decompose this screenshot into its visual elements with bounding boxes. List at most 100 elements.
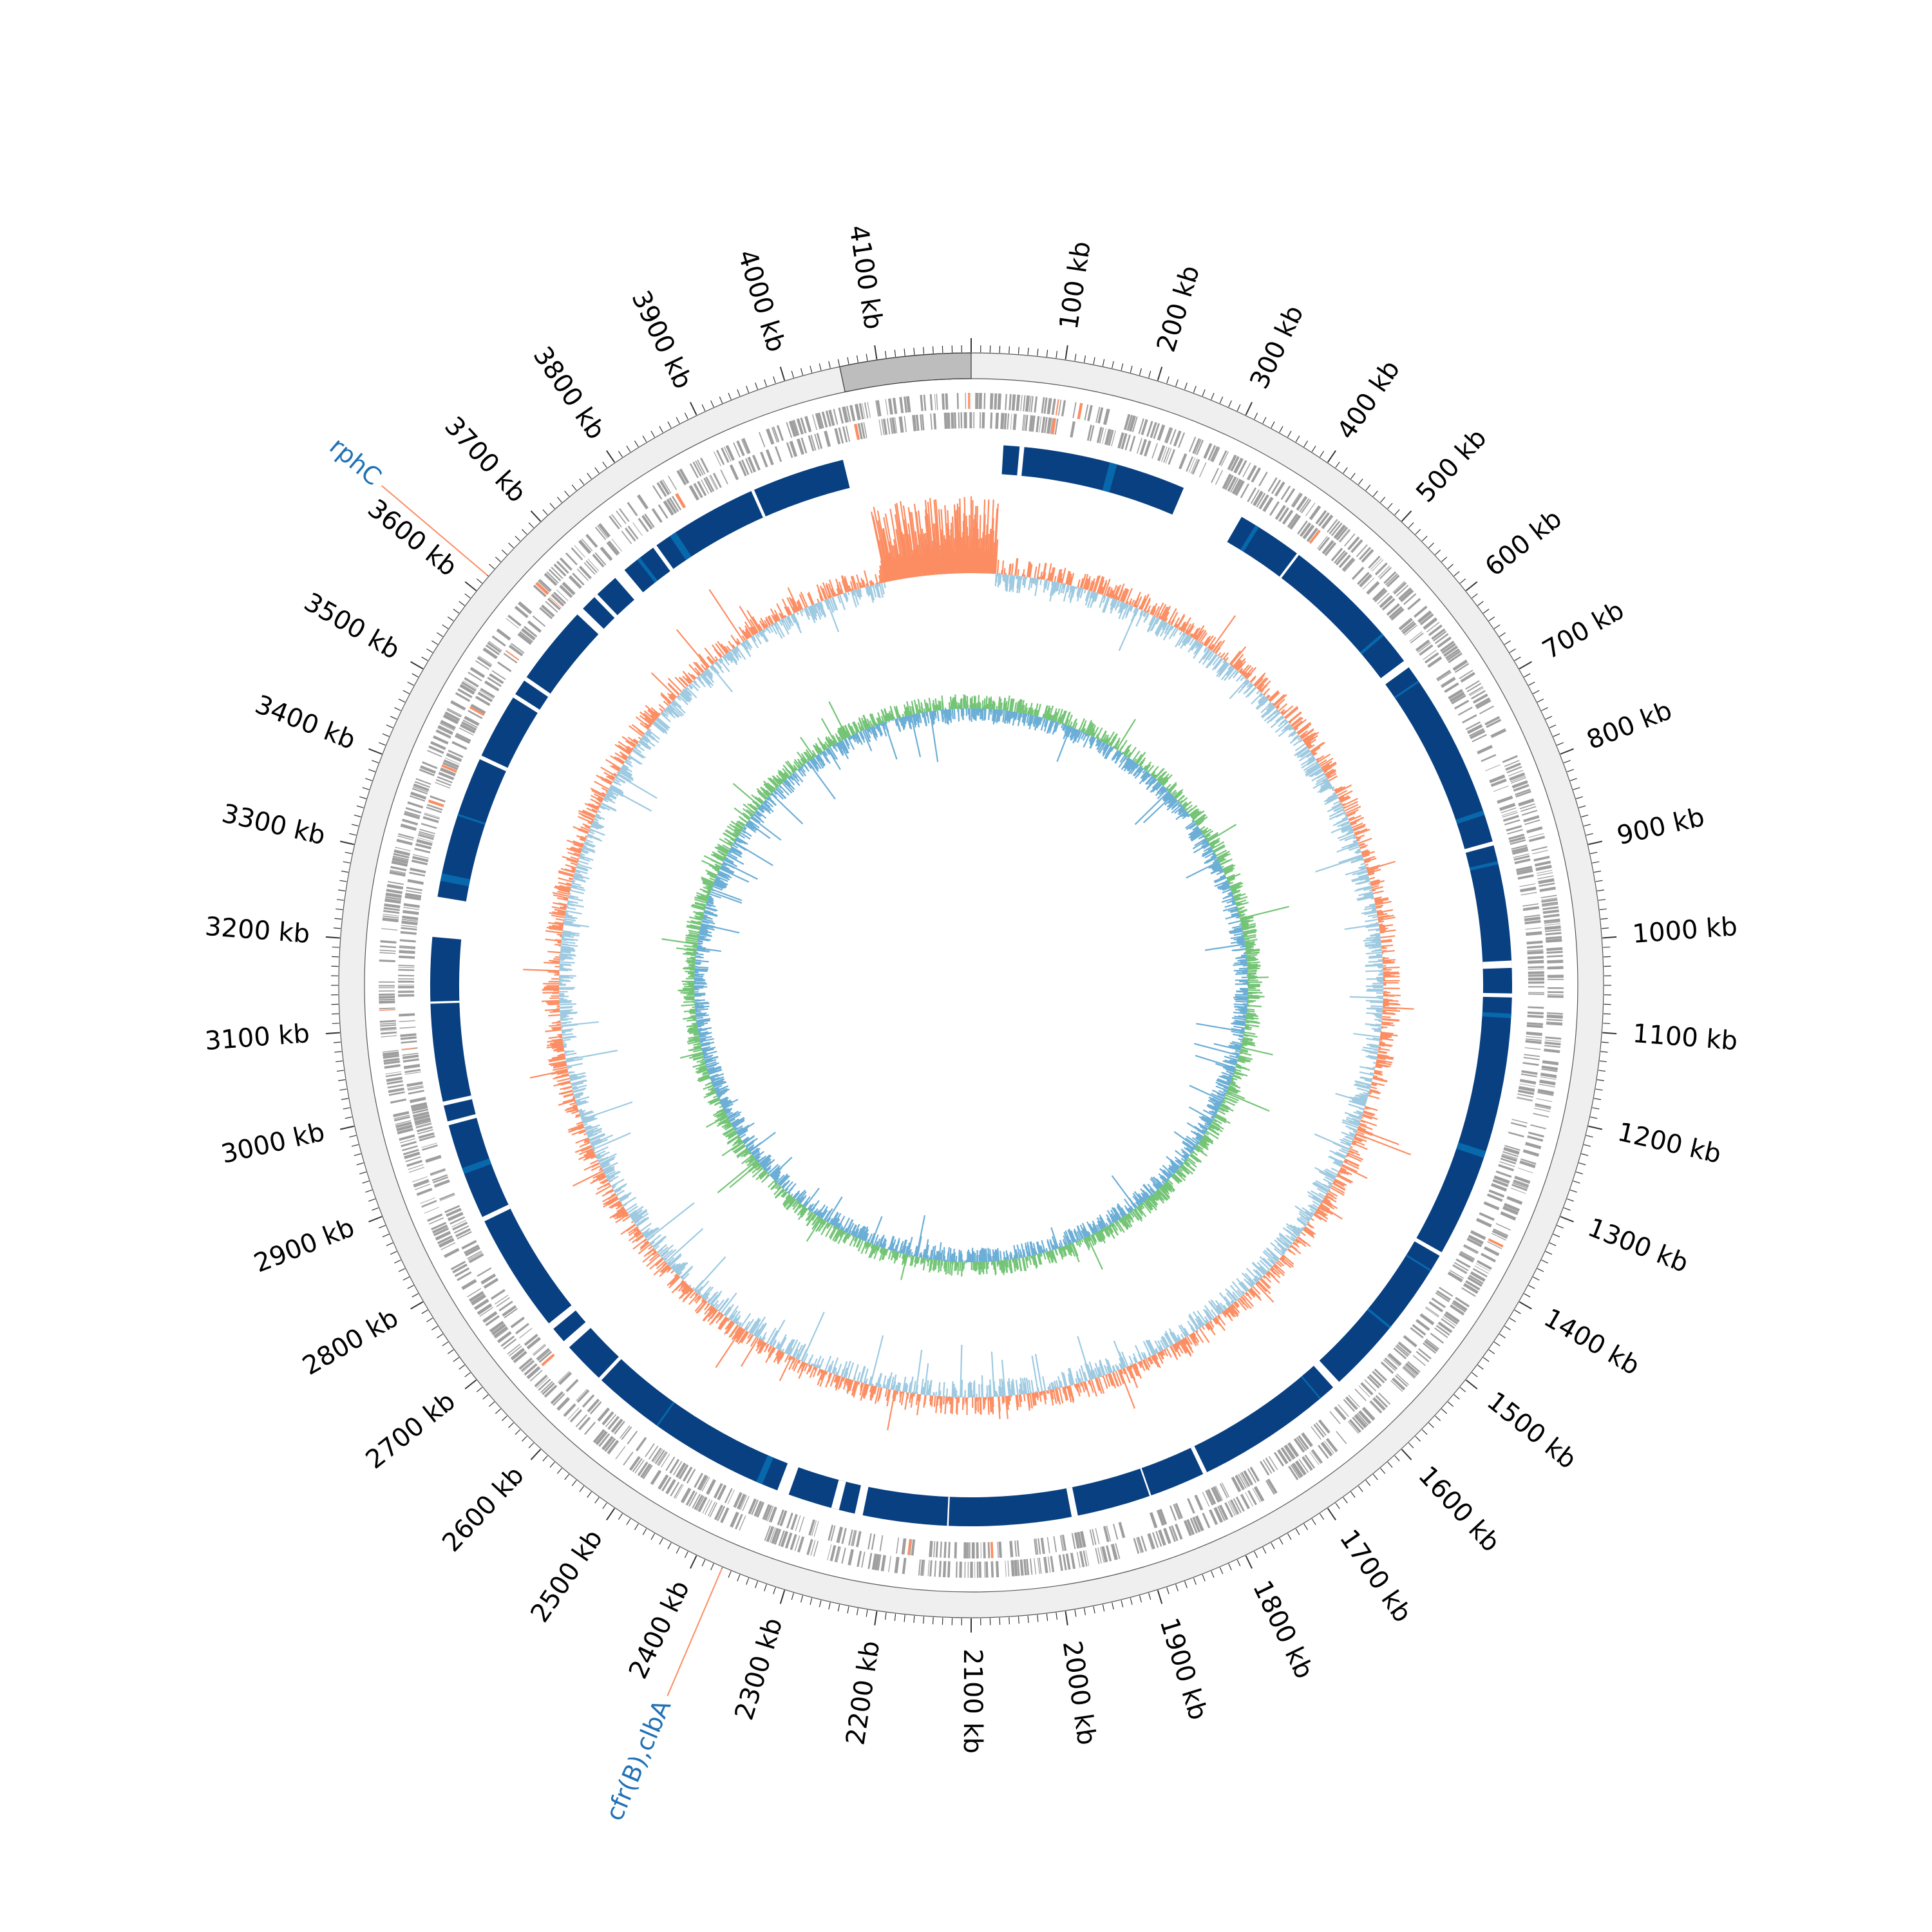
gc-content-bar [1240,1296,1252,1309]
gc-content-bar [1230,646,1247,666]
gc-content-bar [1248,683,1253,687]
cds-feature-forward [420,765,437,774]
cds-feature-reverse [625,527,636,541]
minor-tick [1219,1567,1224,1575]
cds-feature-forward [1133,1538,1140,1554]
cds-feature-forward [1445,648,1460,659]
gc-content-bar [1190,1327,1195,1333]
minor-tick [932,1617,934,1625]
cds-feature-forward [397,1128,413,1135]
cds-feature-forward [1520,1159,1537,1165]
cds-feature-reverse [441,764,457,773]
gc-content-bar [1352,1141,1357,1144]
cds-feature-forward [1141,1535,1148,1552]
gc-content-bar [1352,839,1358,843]
cds-feature-forward [1547,966,1564,970]
cds-feature-forward [1469,687,1484,697]
gc-content-bar [1365,941,1381,944]
gc-content-bar [653,1249,656,1252]
cds-feature-reverse [800,437,808,454]
cds-feature-forward [1227,1501,1236,1516]
cds-feature-reverse [1354,1388,1367,1401]
cds-feature-forward [1393,582,1407,595]
gc-content-bar [1369,1001,1383,1003]
cds-feature-forward [1340,529,1351,543]
cds-feature-forward [1524,819,1540,826]
cds-feature-reverse [410,1097,426,1103]
gc-content-bar [680,1265,694,1279]
cds-feature-reverse [867,1533,872,1549]
gc-content-bar [1288,712,1302,724]
minor-tick [1254,1551,1258,1558]
cds-feature-forward [497,1331,512,1343]
cds-feature-forward [1336,526,1349,541]
gc-content-bar [1361,910,1377,914]
cds-feature-forward [395,1121,412,1128]
cds-feature-forward [773,1528,782,1545]
minor-tick [359,796,366,799]
gc-content-bar [1379,926,1386,929]
minor-tick [1046,350,1048,357]
gc-content-bar [1184,623,1192,634]
cds-feature-reverse [443,759,460,768]
cds-feature-forward [384,1064,401,1069]
gc-content-bar [920,1378,924,1395]
minor-tick [1545,715,1553,720]
gc-content-bar [1365,918,1378,923]
minor-tick [719,396,723,404]
minor-tick [1499,632,1506,637]
gc-content-bar [902,1376,907,1392]
cds-feature-forward [689,463,699,478]
minor-tick [528,1443,535,1448]
cds-feature-forward [435,729,451,739]
gc-content-bar [1278,1234,1293,1245]
cds-feature-reverse [1527,1014,1544,1018]
gc-content-bar [835,1376,842,1391]
major-tick [368,748,383,755]
gc-content-bar [1316,759,1319,762]
gc-content-bar [561,1028,574,1032]
cds-feature-forward [1541,1068,1558,1072]
cds-feature-forward [406,1159,423,1168]
cds-feature-forward [1288,1465,1299,1481]
cds-feature-reverse [860,422,866,439]
cds-feature-reverse [1472,734,1487,743]
cds-feature-reverse [1504,819,1520,826]
cds-feature-forward [1361,1406,1376,1421]
blast-variation-band [482,1204,511,1222]
gc-content-bar [756,1340,762,1348]
gc-content-bar [632,1234,643,1244]
cds-feature-forward [1443,1316,1457,1327]
cds-feature-forward [679,468,690,484]
major-tick [779,1590,786,1604]
gc-content-bar [1346,809,1359,816]
cds-feature-reverse [1502,1151,1519,1157]
cds-feature-reverse [668,497,679,512]
cds-feature-reverse [898,416,904,433]
cds-feature-forward [386,889,402,895]
cds-feature-reverse [1511,1119,1528,1124]
tick-label: 1600 kb [1412,1461,1506,1558]
gc-content-bar [1113,1340,1126,1368]
gc-content-bar [1214,1317,1221,1326]
cds-feature-forward [553,564,567,577]
cds-feature-reverse [1499,1161,1515,1168]
cds-feature-forward [574,545,585,558]
cds-feature-forward [1467,1276,1482,1287]
gc-content-bar [1348,1127,1358,1132]
cds-feature-forward [1095,1548,1100,1564]
gc-content-bar [1354,1135,1367,1142]
gc-content-bar [1095,1378,1103,1394]
cds-feature-forward [383,1057,400,1063]
gc-content-bar [1032,578,1035,584]
gc-content-bar [1298,752,1312,762]
cds-feature-forward [1534,860,1551,867]
cds-feature-forward [945,393,949,410]
gc-content-bar [601,1163,611,1170]
gc-content-bar [1362,851,1375,857]
minor-tick [1236,404,1241,412]
gc-content-bar [782,1349,785,1352]
gc-content-bar [1063,1372,1068,1387]
gc-content-bar [1182,632,1186,636]
cds-feature-forward [1378,1392,1391,1405]
